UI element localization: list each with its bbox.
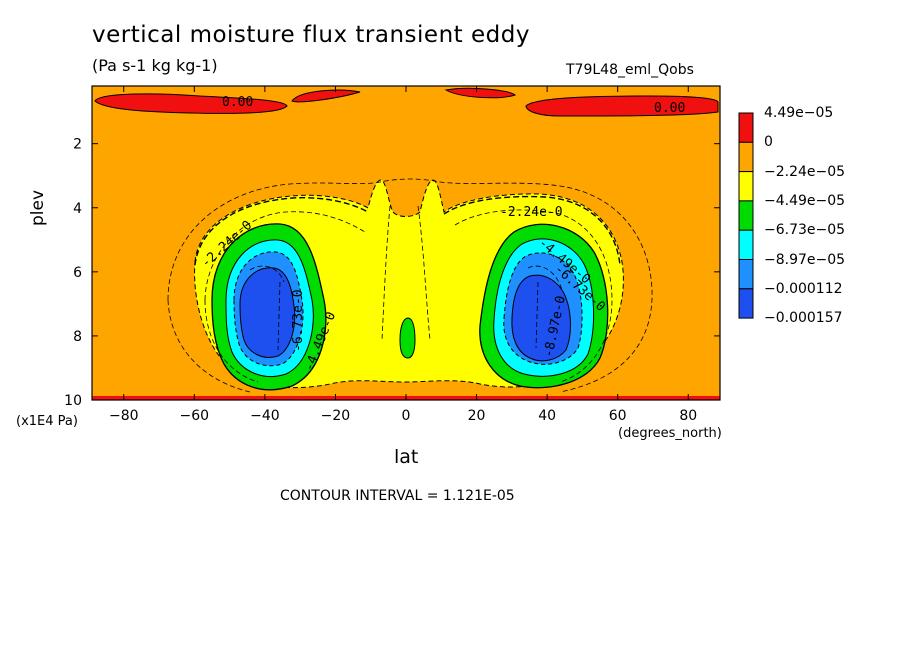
legend-swatch	[738, 171, 754, 202]
x-tick-label: −40	[250, 408, 280, 424]
legend-level-label: −0.000112	[764, 280, 843, 297]
y-tick-label: 6	[73, 265, 82, 281]
contour-lines	[194, 195, 621, 266]
plot-area	[92, 86, 720, 400]
legend-level-label: 0	[764, 134, 773, 151]
contour-label: 0.00	[654, 101, 685, 116]
legend-level-label: −0.000157	[764, 310, 843, 327]
chart-units: (Pa s-1 kg kg-1)	[92, 56, 218, 75]
legend-level-label: −4.49e−05	[764, 192, 846, 209]
x-tick-label: 80	[679, 408, 697, 424]
contour-lines	[167, 178, 653, 393]
legend	[738, 112, 754, 319]
x-axis-label: lat	[394, 446, 419, 468]
x-axis-unit: (degrees_north)	[618, 426, 722, 441]
legend-swatch	[738, 259, 754, 290]
y-tick-label: 2	[73, 137, 82, 153]
x-tick-label: 40	[538, 408, 556, 424]
legend-level-label: −8.97e−05	[764, 251, 846, 268]
contour-label: 0.00	[222, 95, 253, 110]
x-tick-label: −60	[180, 408, 210, 424]
contour-label: -2.24e-0	[500, 205, 563, 220]
legend-swatch	[738, 200, 754, 231]
x-tick-label: 20	[468, 408, 486, 424]
y-tick-label: 4	[73, 201, 82, 217]
x-tick-label: −80	[109, 408, 139, 424]
run-name: T79L48_eml_Qobs	[566, 62, 694, 78]
y-tick-label: 10	[64, 393, 82, 409]
red-region	[291, 89, 361, 103]
axis-ticks: −80 −60 −40 −20 0 20 40 60 80 2 4 6 8 10	[64, 86, 720, 424]
red-region	[525, 95, 719, 117]
legend-swatch	[738, 229, 754, 260]
legend-swatch	[738, 112, 754, 143]
x-tick-label: −20	[321, 408, 351, 424]
legend-swatch	[738, 141, 754, 173]
x-tick-label: 60	[609, 408, 627, 424]
legend-swatch	[738, 288, 754, 319]
legend-level-label: −6.73e−05	[764, 222, 846, 239]
contour-label: -6.73e-0	[291, 289, 306, 352]
legend-level-label: 4.49e−05	[764, 105, 834, 121]
contour-interval: CONTOUR INTERVAL = 1.121E-05	[280, 488, 515, 504]
y-axis-label: plev	[28, 189, 48, 226]
red-region	[444, 87, 516, 99]
red-region	[94, 93, 288, 114]
blue-region	[511, 274, 571, 362]
y-axis-unit: (x1E4 Pa)	[16, 414, 78, 429]
green-region	[399, 317, 416, 359]
x-tick-label: 0	[402, 408, 411, 424]
blue-region	[239, 267, 296, 358]
chart-title: vertical moisture flux transient eddy	[92, 22, 530, 48]
y-tick-label: 8	[73, 329, 82, 345]
legend-level-label: −2.24e−05	[764, 163, 846, 180]
